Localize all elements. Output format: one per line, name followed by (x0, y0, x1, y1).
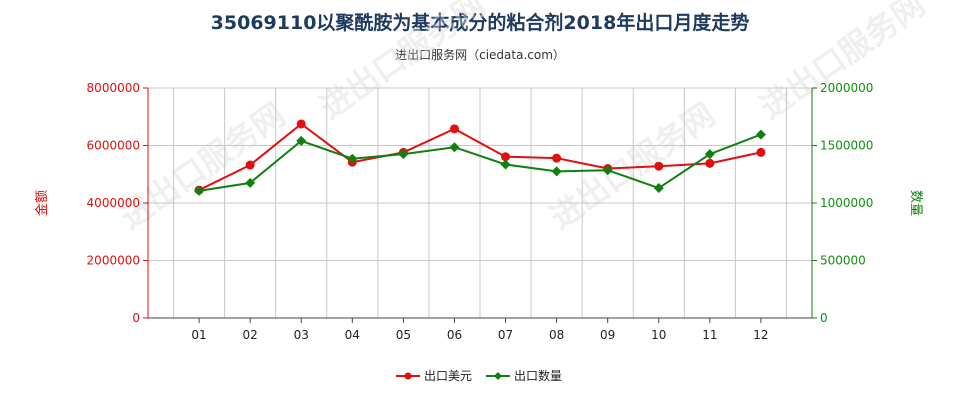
y-left-tick-label: 6000000 (87, 139, 140, 153)
y-left-tick-label: 0 (132, 311, 140, 325)
data-point-amount (296, 119, 306, 129)
data-point-quantity (245, 177, 256, 188)
chart-title: 35069110以聚酰胺为基本成分的粘合剂2018年出口月度走势 (210, 12, 750, 34)
y-right-tick-label: 1500000 (820, 139, 873, 153)
data-point-quantity (194, 185, 205, 196)
watermark-text: 进出口服务网 (753, 0, 932, 127)
x-tick-label: 05 (396, 328, 411, 342)
data-point-quantity (602, 165, 613, 176)
legend-item-quantity[interactable]: 出口数量 (486, 368, 562, 383)
y-left-tick-label: 2000000 (87, 254, 140, 268)
data-point-quantity (347, 153, 358, 164)
chart-subtitle: 进出口服务网（ciedata.com） (395, 48, 565, 62)
x-tick-label: 07 (498, 328, 513, 342)
data-point-amount (245, 160, 255, 170)
data-point-quantity (500, 159, 511, 170)
data-point-quantity (653, 183, 664, 194)
series-line-amount (198, 122, 762, 191)
x-tick-label: 04 (345, 328, 360, 342)
data-point-amount (654, 161, 664, 171)
grid (148, 87, 812, 318)
y-left-tick-label: 4000000 (87, 196, 140, 210)
data-point-quantity (704, 149, 715, 160)
y-left-tick-label: 8000000 (87, 81, 140, 95)
data-point-amount (705, 158, 715, 168)
y-right-axis-title: 数量 (908, 190, 923, 216)
x-tick-label: 01 (191, 328, 206, 342)
x-tick-label: 10 (651, 328, 666, 342)
x-tick-label: 11 (702, 328, 717, 342)
data-point-quantity (398, 149, 409, 160)
data-point-amount (501, 152, 511, 162)
x-tick-label: 06 (447, 328, 462, 342)
x-tick-label: 03 (294, 328, 309, 342)
x-tick-label: 12 (753, 328, 768, 342)
y-left-axis-title: 金额 (34, 190, 50, 216)
legend-label-amount: 出口美元 (424, 369, 472, 383)
series (194, 119, 766, 196)
x-tick-label: 09 (600, 328, 615, 342)
data-point-quantity (296, 135, 307, 146)
legend-marker-amount (404, 372, 412, 380)
data-point-amount (449, 124, 459, 134)
data-point-quantity (755, 129, 766, 140)
ticks: 0 2000000 4000000 6000000 8000000 0 500000 1000… (87, 81, 874, 342)
watermark-text: 进出口服务网 (313, 0, 492, 127)
series-line-quantity (198, 133, 762, 192)
legend-label-quantity: 出口数量 (514, 368, 562, 383)
y-right-tick-label: 0 (820, 311, 828, 325)
data-point-quantity (449, 142, 460, 153)
y-right-tick-label: 2000000 (820, 81, 873, 95)
watermark-text: 进出口服务网 (543, 95, 722, 236)
y-right-tick-label: 1000000 (820, 196, 873, 210)
y-right-tick-label: 500000 (820, 254, 866, 268)
x-tick-label: 08 (549, 328, 564, 342)
legend: 出口美元 出口数量 (396, 368, 562, 383)
legend-marker-quantity (494, 372, 502, 380)
legend-item-amount[interactable]: 出口美元 (396, 369, 472, 383)
x-tick-label: 02 (243, 328, 258, 342)
watermark-text: 进出口服务网 (113, 95, 292, 236)
data-point-amount (552, 153, 562, 163)
data-point-quantity (551, 166, 562, 177)
data-point-amount (756, 147, 766, 157)
